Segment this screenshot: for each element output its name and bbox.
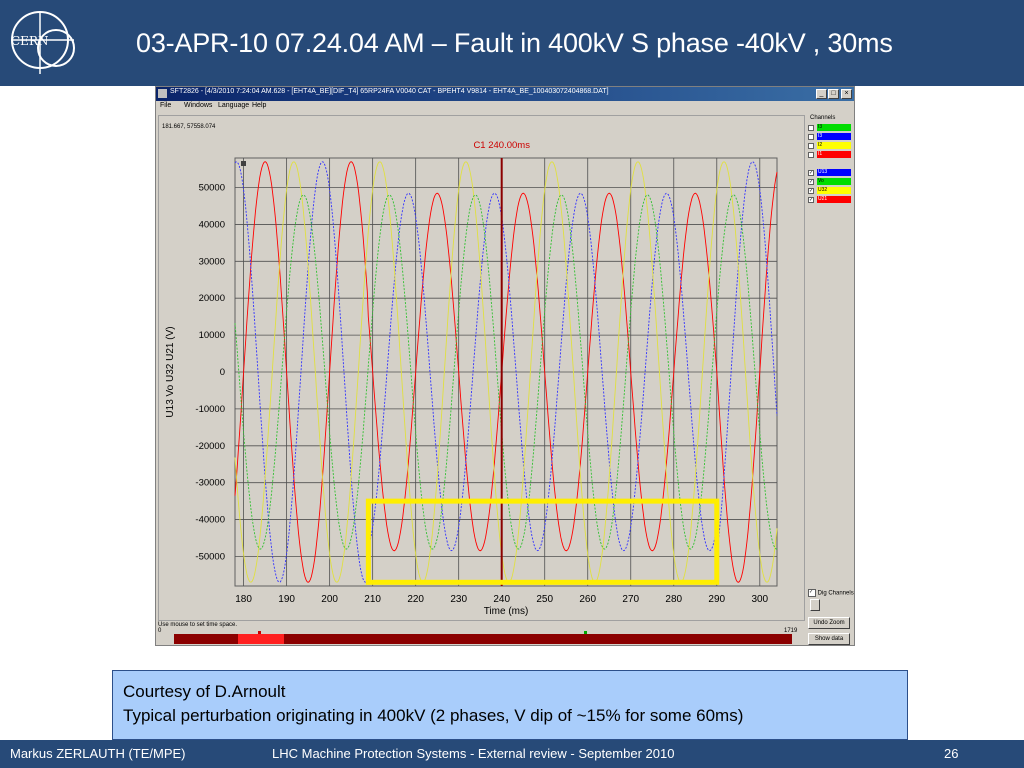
x-axis-label: Time (ms): [484, 606, 529, 617]
x-tick-label: 190: [278, 594, 295, 605]
y-tick-label: 40000: [199, 219, 225, 230]
dig-channels-label: Dig Channels: [817, 590, 854, 597]
cursor-label: C1 240.00ms: [473, 140, 530, 151]
footer-event: LHC Machine Protection Systems - Externa…: [272, 746, 675, 761]
minimize-button[interactable]: _: [816, 89, 827, 99]
x-tick-label: 220: [407, 594, 424, 605]
channel-checkbox[interactable]: [808, 143, 814, 149]
caption-box: Courtesy of D.Arnoult Typical perturbati…: [112, 670, 908, 740]
channel-checkbox[interactable]: ✓: [808, 188, 814, 194]
maximize-button[interactable]: □: [828, 89, 839, 99]
y-tick-label: 50000: [199, 183, 225, 194]
slider-max-label: 1719: [784, 628, 798, 634]
y-tick-label: -50000: [195, 551, 225, 562]
window-title: SFT2826 - [4/3/2010 7:24:04 AM.628 - [EH…: [170, 88, 609, 95]
channel-label: U21: [817, 196, 851, 203]
x-tick-label: 240: [493, 594, 510, 605]
x-tick-label: 180: [235, 594, 252, 605]
x-tick-label: 260: [579, 594, 596, 605]
menu-windows[interactable]: Windows: [184, 102, 213, 109]
x-tick-label: 200: [321, 594, 338, 605]
channel-label: U13: [817, 169, 851, 176]
coordinate-readout: 181.667, 57558.074: [162, 124, 216, 130]
y-axis-label: U13 Vo U32 U21 (V): [165, 326, 176, 417]
y-tick-label: 30000: [199, 256, 225, 267]
close-button[interactable]: ×: [841, 89, 852, 99]
channels-title: Channels: [810, 115, 836, 121]
app-icon: [158, 89, 167, 98]
menu-language[interactable]: Language: [218, 102, 250, 109]
channel-row-voltage-1[interactable]: ✓ Vo: [808, 178, 852, 186]
x-tick-label: 270: [622, 594, 639, 605]
dig-channels-toggle[interactable]: ✓ Dig Channels: [808, 589, 854, 597]
y-tick-label: -30000: [195, 478, 225, 489]
y-tick-label: -10000: [195, 404, 225, 415]
page-number: 26: [944, 746, 959, 761]
channel-checkbox[interactable]: ✓: [808, 170, 814, 176]
svg-text:CERN: CERN: [11, 34, 48, 48]
channel-checkbox[interactable]: [808, 125, 814, 131]
channel-label: I3: [817, 124, 851, 131]
x-tick-label: 210: [364, 594, 381, 605]
x-tick-label: 250: [536, 594, 553, 605]
series-line-vo: [234, 194, 778, 550]
plot-marker: [241, 161, 246, 166]
dig-channels-checkbox[interactable]: ✓: [808, 589, 816, 597]
channel-checkbox[interactable]: [808, 134, 814, 140]
y-tick-label: 10000: [199, 330, 225, 341]
cern-logo-icon: CERN: [11, 11, 75, 74]
x-tick-label: 280: [665, 594, 682, 605]
series-line-u32: [234, 161, 778, 583]
timeline-marker: [584, 631, 587, 634]
x-tick-label: 300: [751, 594, 768, 605]
series-line-u21: [234, 161, 778, 583]
y-tick-label: 0: [220, 367, 225, 378]
channel-checkbox[interactable]: ✓: [808, 197, 814, 203]
menu-help[interactable]: Help: [252, 102, 267, 109]
status-text: Use mouse to set time space.: [158, 622, 238, 628]
channel-label: U32: [817, 187, 851, 194]
caption-credit: Courtesy of D.Arnoult: [123, 682, 286, 701]
plot-panel[interactable]: 181.667, 57558.074 180 190 200 210 220 230 240…: [158, 115, 805, 621]
caption-description: Typical perturbation originating in 400k…: [123, 706, 744, 725]
slide-title: 03-APR-10 07.24.04 AM – Fault in 400kV S…: [136, 28, 893, 58]
window-titlebar: SFT2826 - [4/3/2010 7:24:04 AM.628 - [EH…: [156, 87, 854, 101]
channel-checkbox[interactable]: [808, 152, 814, 158]
channel-label: I3: [817, 133, 851, 140]
x-tick-label: 290: [708, 594, 725, 605]
slide-footer: Markus ZERLAUTH (TE/MPE) LHC Machine Pro…: [0, 740, 1024, 768]
series-line-u13: [234, 161, 778, 583]
channel-row-voltage-2[interactable]: ✓ U32: [808, 187, 852, 195]
channel-row-current-2[interactable]: I2: [808, 142, 852, 150]
y-tick-label: -40000: [195, 515, 225, 526]
slider-min-label: 0: [158, 628, 162, 634]
footer-author: Markus ZERLAUTH (TE/MPE): [10, 746, 186, 761]
channel-row-voltage-3[interactable]: ✓ U21: [808, 196, 852, 204]
menu-bar: File Windows Language Help: [156, 101, 854, 113]
channel-row-current-3[interactable]: I1: [808, 151, 852, 159]
channel-row-current-1[interactable]: I3: [808, 133, 852, 141]
show-data-button[interactable]: Show data: [808, 633, 850, 645]
timeline-track[interactable]: [174, 631, 792, 644]
x-tick-label: 230: [450, 594, 467, 605]
app-window: SFT2826 - [4/3/2010 7:24:04 AM.628 - [EH…: [155, 86, 855, 646]
y-tick-label: 20000: [199, 293, 225, 304]
channel-row-voltage-0[interactable]: ✓ U13: [808, 169, 852, 177]
timeline-marker: [258, 631, 261, 634]
y-tick-label: -20000: [195, 441, 225, 452]
undo-zoom-button[interactable]: Undo Zoom: [808, 617, 850, 629]
menu-file[interactable]: File: [160, 102, 172, 109]
dig-scroll-button[interactable]: [810, 599, 820, 611]
channel-label: Vo: [817, 178, 851, 185]
channels-panel: Channels I3 I3 I2 I1 ✓ U13 ✓ Vo ✓ U32 ✓ U21: [806, 115, 852, 645]
timeline-selection[interactable]: [238, 634, 284, 644]
slide-header: CERN 03-APR-10 07.24.04 AM – Fault in 40…: [0, 0, 1024, 86]
channel-row-current-0[interactable]: I3: [808, 124, 852, 132]
channel-label: I2: [817, 142, 851, 149]
channel-label: I1: [817, 151, 851, 158]
voltage-chart[interactable]: 181.667, 57558.074 180 190 200 210 220 230 240…: [159, 116, 804, 620]
highlight-box: [365, 498, 720, 585]
channel-checkbox[interactable]: ✓: [808, 179, 814, 185]
